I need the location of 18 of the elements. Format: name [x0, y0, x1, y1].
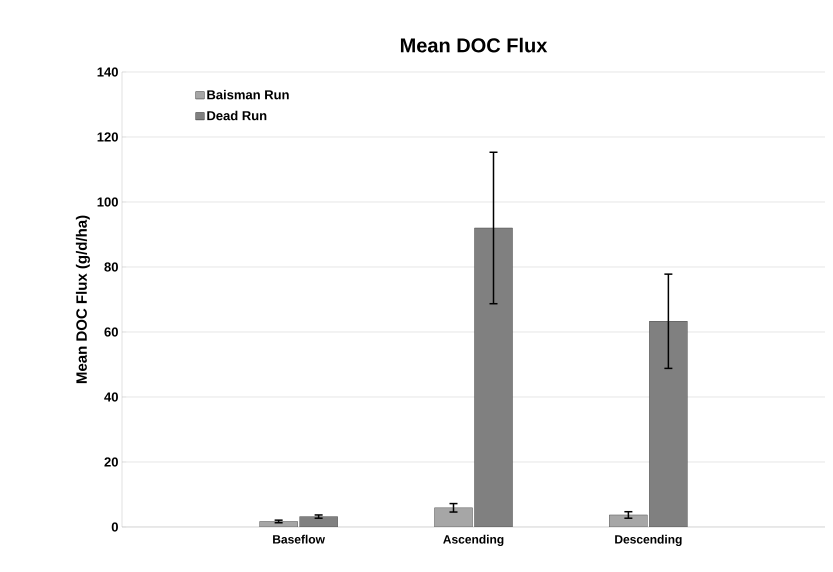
legend-label: Baisman Run: [207, 90, 289, 100]
y-tick-label: 60: [104, 327, 118, 337]
y-tick-label: 0: [112, 522, 118, 532]
y-tick-label: 120: [98, 132, 118, 142]
x-tick-label: Ascending: [443, 534, 504, 546]
y-tick-label: 40: [104, 392, 118, 402]
x-tick-label: Baseflow: [273, 534, 325, 544]
x-tick-label: Descending: [615, 534, 682, 546]
y-tick-label: 140: [98, 67, 118, 77]
y-axis-title: Mean DOC Flux (g/d/ha): [76, 216, 90, 384]
bar: [649, 321, 688, 527]
legend-label: Dead Run: [207, 110, 266, 120]
chart-title: Mean DOC Flux: [400, 38, 548, 52]
bar: [300, 516, 338, 527]
y-tick-label: 80: [104, 262, 118, 272]
y-tick-label: 20: [104, 457, 118, 467]
bar: [474, 228, 513, 527]
y-tick-label: 100: [98, 197, 118, 207]
